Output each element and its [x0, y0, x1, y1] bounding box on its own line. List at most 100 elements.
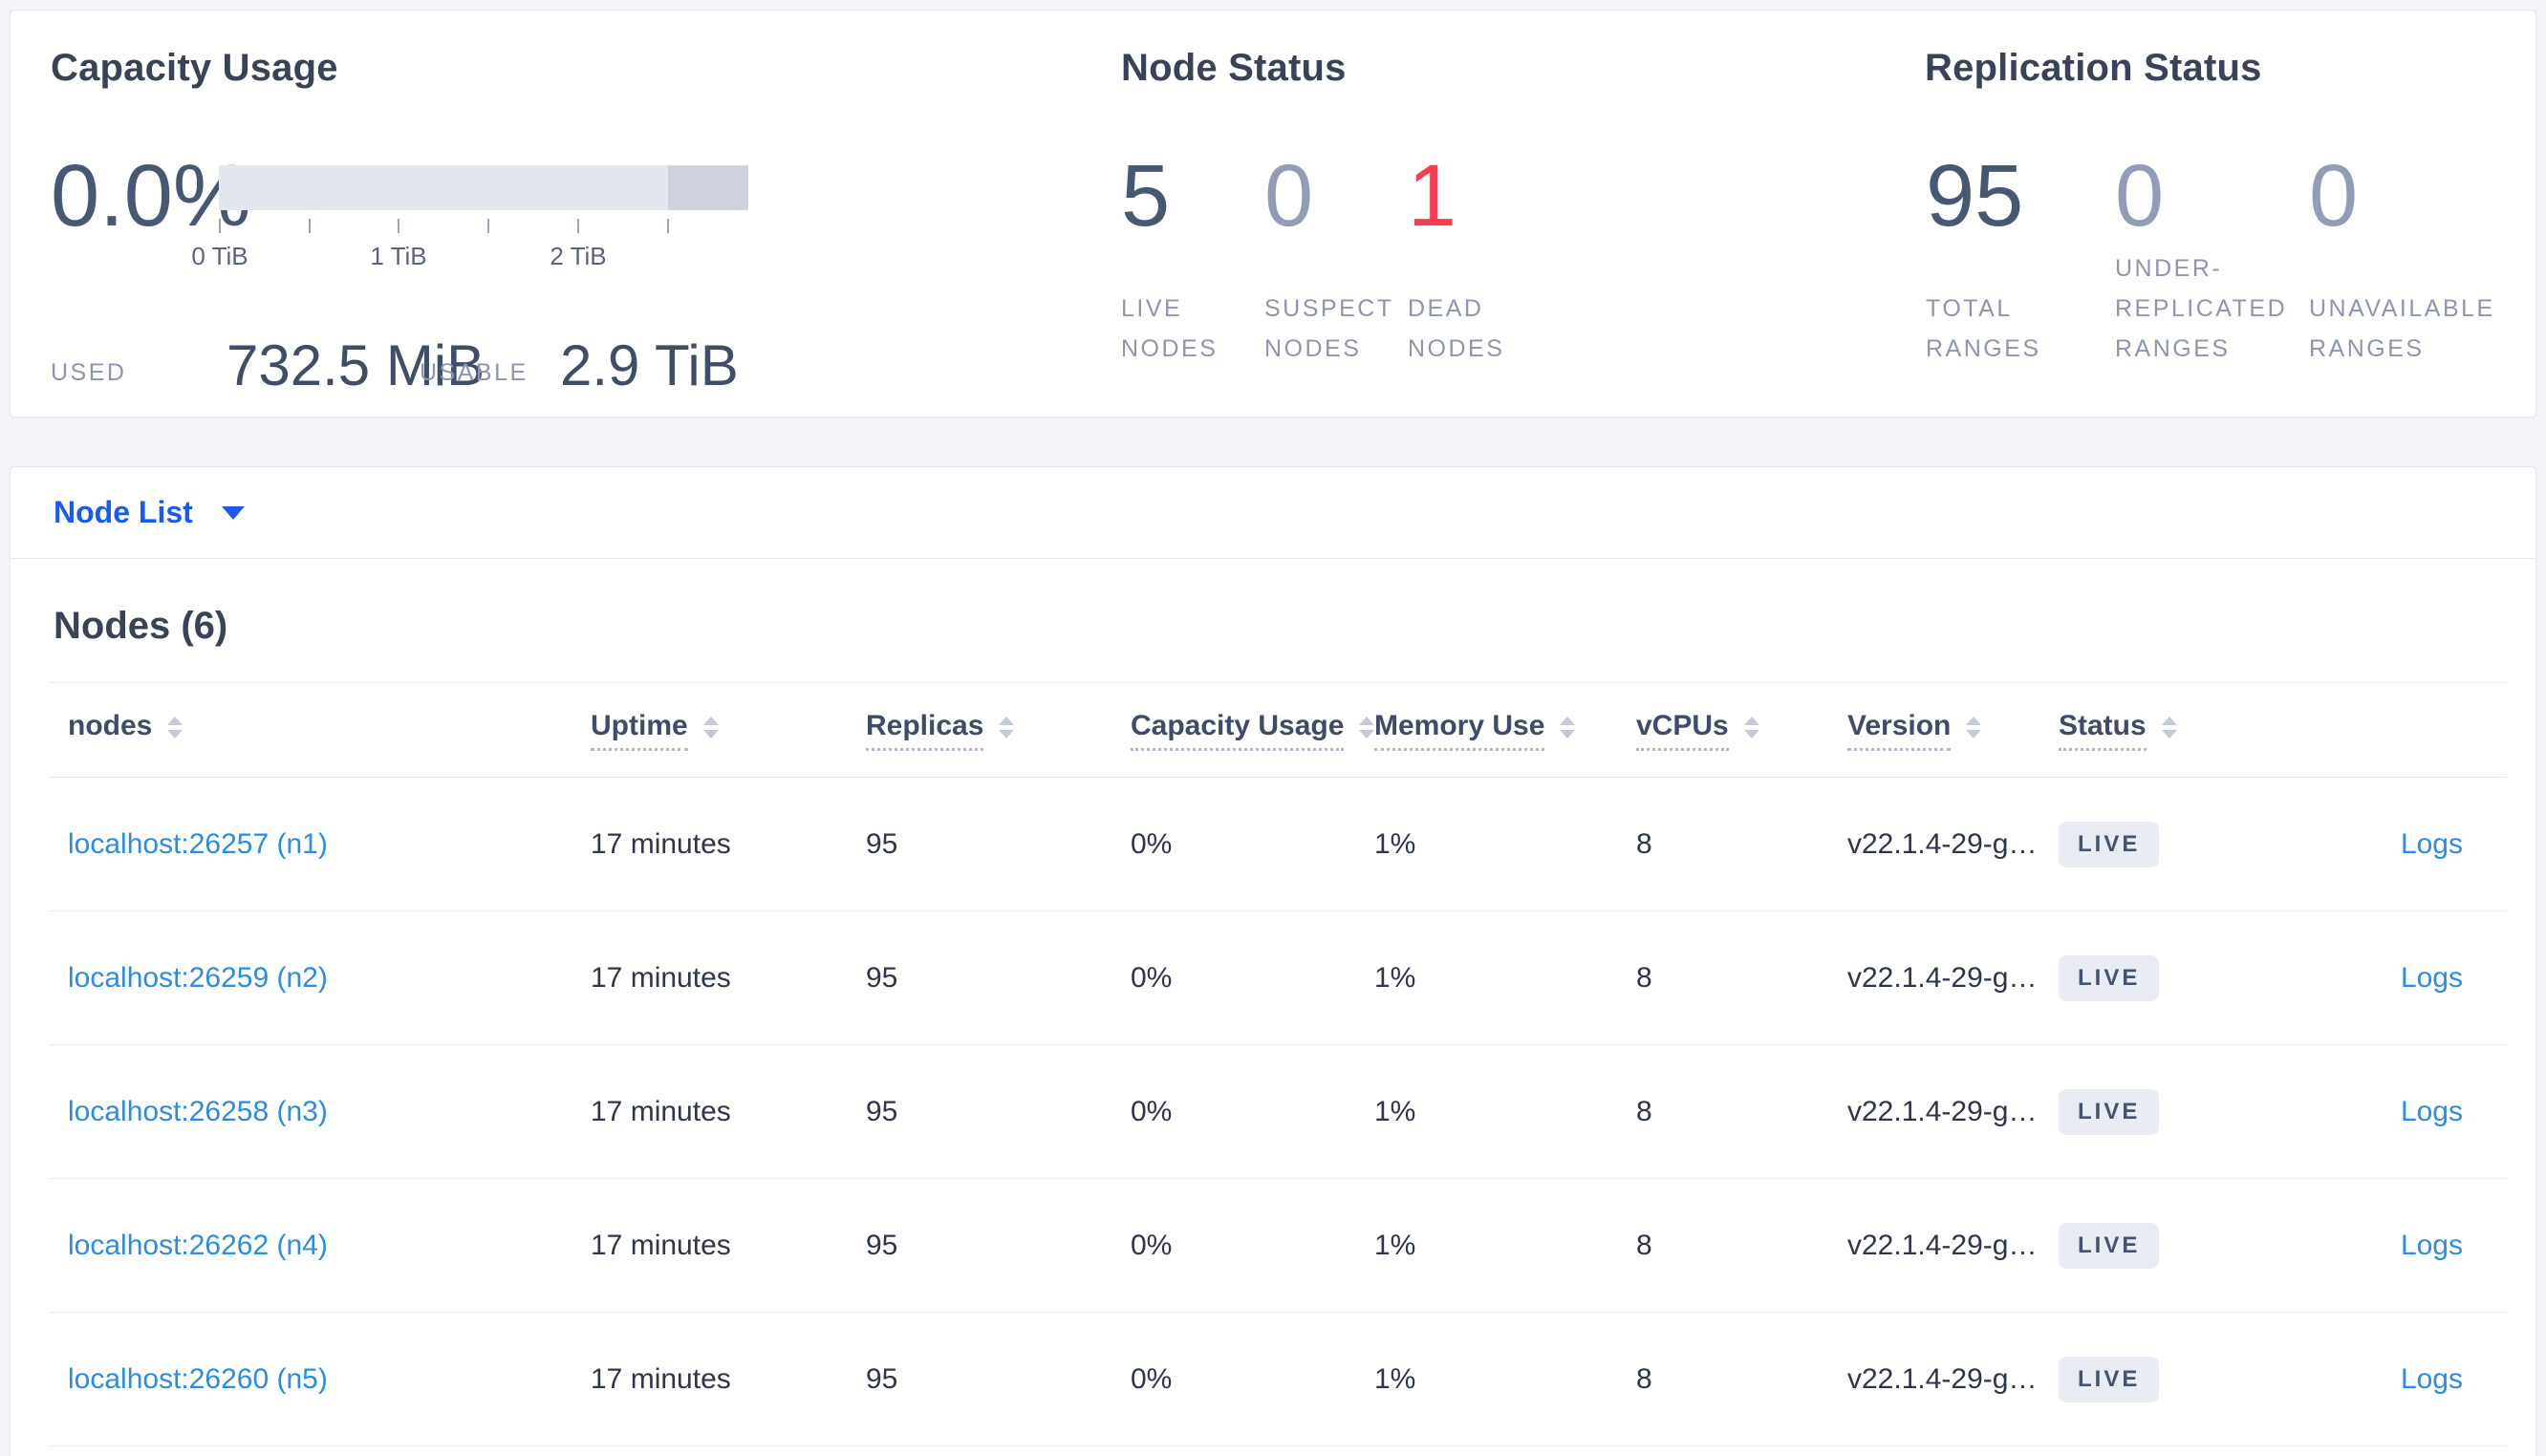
column-header-label: Uptime	[591, 710, 688, 751]
cell-memory-use: 1%	[1374, 961, 1416, 994]
usable-label: USABLE	[420, 359, 529, 386]
node-link[interactable]: localhost:26258 (n3)	[68, 1095, 328, 1127]
column-header-version[interactable]: Version	[1847, 710, 2059, 751]
axis-tick	[487, 219, 489, 233]
nodes-table: nodes Uptime Replicas Capacity Usage Memory …	[49, 682, 2507, 1446]
logs-link[interactable]: Logs	[2400, 827, 2463, 860]
stat-label: LIVE NODES	[1121, 295, 1219, 362]
stat-label: TOTAL RANGES	[1926, 295, 2041, 362]
column-header-capacity-usage[interactable]: Capacity Usage	[1131, 710, 1375, 751]
cell-logs: Logs	[2295, 1230, 2507, 1262]
node-link[interactable]: localhost:26262 (n4)	[68, 1229, 328, 1261]
cell-logs: Logs	[2295, 828, 2507, 861]
status-badge: LIVE	[2059, 1356, 2160, 1402]
node-status-title: Node Status	[1121, 47, 1347, 89]
cell-capacity-usage: 0%	[1131, 1095, 1173, 1127]
status-badge: LIVE	[2059, 1088, 2160, 1135]
column-header-label: Status	[2059, 710, 2147, 751]
cluster-summary-panel: Capacity Usage 0.0% 0 TiB 1 TiB 2 TiB US…	[10, 10, 2536, 418]
cell-logs: Logs	[2295, 1096, 2507, 1128]
used-value: 732.5 MiB	[227, 333, 485, 397]
cell-version: v22.1.4-29-g…	[1847, 1362, 2038, 1395]
nodes-section-title: Nodes (6)	[54, 605, 228, 647]
cell-replicas: 95	[866, 827, 898, 860]
stat-label: SUSPECT NODES	[1264, 295, 1394, 362]
node-link[interactable]: localhost:26260 (n5)	[68, 1362, 328, 1395]
cell-status: LIVE	[2059, 821, 2295, 867]
cell-vcpus: 8	[1636, 1229, 1652, 1261]
cell-vcpus: 8	[1636, 827, 1652, 860]
stat-value: 1	[1408, 147, 1457, 245]
cell-status: LIVE	[2059, 1356, 2295, 1402]
status-badge: LIVE	[2059, 1222, 2160, 1269]
cell-node: localhost:26260 (n5)	[68, 1363, 591, 1396]
logs-link[interactable]: Logs	[2400, 1095, 2463, 1127]
table-header-row: nodes Uptime Replicas Capacity Usage Memory …	[49, 682, 2507, 778]
column-header-label: Replicas	[866, 710, 984, 751]
cell-node: localhost:26257 (n1)	[68, 828, 591, 861]
column-header-label: Version	[1847, 710, 1952, 751]
sort-icon	[1743, 716, 1759, 739]
sort-icon	[1359, 716, 1375, 739]
cell-version: v22.1.4-29-g…	[1847, 1095, 2038, 1127]
cell-capacity-usage: 0%	[1131, 961, 1173, 994]
logs-link[interactable]: Logs	[2400, 961, 2463, 994]
cell-uptime: 17 minutes	[591, 961, 731, 994]
cell-replicas: 95	[866, 1095, 898, 1127]
cell-node: localhost:26259 (n2)	[68, 962, 591, 995]
node-link[interactable]: localhost:26259 (n2)	[68, 961, 328, 994]
stat-label: DEAD NODES	[1408, 295, 1505, 362]
capacity-usage-title: Capacity Usage	[51, 47, 338, 89]
cell-status: LIVE	[2059, 1222, 2295, 1269]
cell-capacity-usage: 0%	[1131, 1362, 1173, 1395]
table-row: localhost:26258 (n3) 17 minutes 95 0% 1% 8 v22…	[49, 1045, 2507, 1179]
column-header-vcpus[interactable]: vCPUs	[1636, 710, 1847, 751]
cell-capacity-usage: 0%	[1131, 1229, 1173, 1261]
table-row: localhost:26259 (n2) 17 minutes 95 0% 1% 8 v22…	[49, 911, 2507, 1045]
cell-logs: Logs	[2295, 1363, 2507, 1396]
axis-tick	[667, 219, 669, 233]
cell-uptime: 17 minutes	[591, 827, 731, 860]
sort-icon	[1966, 716, 1982, 739]
cell-uptime: 17 minutes	[591, 1095, 731, 1127]
cell-status: LIVE	[2059, 1088, 2295, 1135]
column-header-nodes[interactable]: nodes	[68, 710, 591, 751]
node-list-dropdown-label: Node List	[54, 495, 193, 529]
cell-vcpus: 8	[1636, 961, 1652, 994]
stat-label: UNDER-REPLICATED RANGES	[2115, 255, 2288, 362]
cell-node: localhost:26258 (n3)	[68, 1096, 591, 1128]
column-header-replicas[interactable]: Replicas	[866, 710, 1131, 751]
table-row: localhost:26257 (n1) 17 minutes 95 0% 1% 8 v22…	[49, 778, 2507, 911]
cell-uptime: 17 minutes	[591, 1362, 731, 1395]
cell-capacity-usage: 0%	[1131, 827, 1173, 860]
table-row: localhost:26262 (n4) 17 minutes 95 0% 1% 8 v22…	[49, 1179, 2507, 1313]
node-link[interactable]: localhost:26257 (n1)	[68, 827, 328, 860]
sort-icon	[1560, 716, 1576, 739]
stat-value: 95	[1926, 147, 2024, 245]
logs-link[interactable]: Logs	[2400, 1229, 2463, 1261]
node-list-dropdown[interactable]: Node List	[11, 467, 2535, 559]
axis-tick	[309, 219, 311, 233]
usable-value: 2.9 TiB	[560, 333, 739, 397]
column-header-status[interactable]: Status	[2059, 710, 2295, 751]
cell-memory-use: 1%	[1374, 827, 1416, 860]
stat-value: 0	[2309, 147, 2359, 245]
cell-replicas: 95	[866, 1229, 898, 1261]
column-header-memory-use[interactable]: Memory Use	[1374, 710, 1636, 751]
axis-tick	[577, 219, 579, 233]
column-header-uptime[interactable]: Uptime	[591, 710, 866, 751]
capacity-used-percent: 0.0%	[51, 147, 251, 245]
cell-replicas: 95	[866, 961, 898, 994]
capacity-used-usable-row: USED 732.5 MiB USABLE 2.9 TiB	[11, 332, 2535, 395]
cell-memory-use: 1%	[1374, 1095, 1416, 1127]
cell-logs: Logs	[2295, 962, 2507, 995]
cell-vcpus: 8	[1636, 1362, 1652, 1395]
cell-version: v22.1.4-29-g…	[1847, 1229, 2038, 1261]
column-header-label: nodes	[68, 709, 153, 741]
stat-value: 0	[1264, 147, 1314, 245]
axis-tick	[398, 219, 399, 233]
sort-icon	[999, 716, 1015, 739]
logs-link[interactable]: Logs	[2400, 1362, 2463, 1395]
column-header-label: vCPUs	[1636, 710, 1729, 751]
cell-memory-use: 1%	[1374, 1229, 1416, 1261]
